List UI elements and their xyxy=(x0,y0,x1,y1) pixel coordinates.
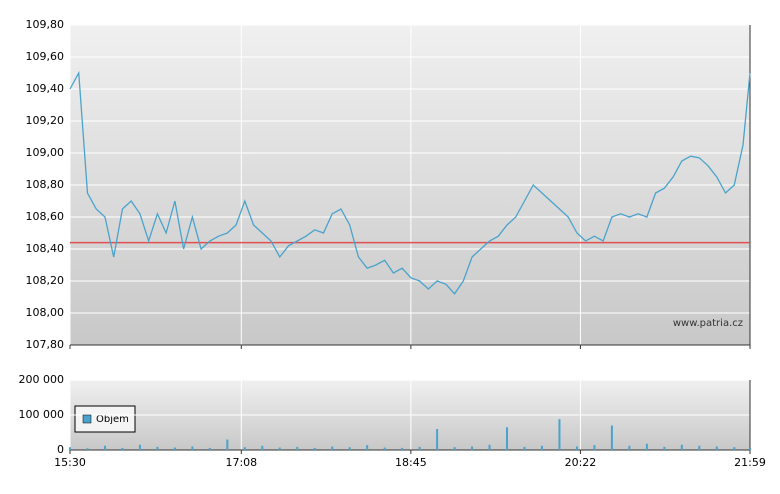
x-tick-label: 18:45 xyxy=(395,456,427,469)
y-tick-label: 108,40 xyxy=(26,242,65,255)
volume-bar xyxy=(436,429,439,450)
y-tick-label: 109,40 xyxy=(26,82,65,95)
volume-bar xyxy=(523,446,526,450)
volume-bar xyxy=(540,445,543,450)
volume-bar xyxy=(575,446,578,450)
volume-bar xyxy=(663,446,666,450)
legend-swatch xyxy=(82,414,92,424)
volume-bar xyxy=(278,447,281,450)
volume-bar xyxy=(69,447,71,450)
volume-bar xyxy=(401,447,404,450)
volume-bar xyxy=(103,445,106,450)
y-tick-label: 108,00 xyxy=(26,306,65,319)
volume-bar xyxy=(628,445,631,450)
volume-bar xyxy=(733,447,736,450)
x-tick-label: 21:59 xyxy=(734,456,766,469)
volume-bar xyxy=(680,444,683,450)
volume-bar xyxy=(593,445,596,450)
x-tick-label: 15:30 xyxy=(54,456,86,469)
volume-bar xyxy=(296,446,299,450)
y-tick-label: 109,00 xyxy=(26,146,65,159)
volume-bar xyxy=(698,445,701,450)
volume-bar xyxy=(558,419,561,450)
volume-bar xyxy=(173,447,176,450)
legend-label: Objem xyxy=(96,414,129,425)
volume-bar xyxy=(156,446,159,450)
volume-bar xyxy=(86,448,89,450)
volume-bar xyxy=(191,446,194,450)
volume-bar xyxy=(121,447,124,450)
volume-bar xyxy=(226,439,229,450)
x-tick-label: 17:08 xyxy=(225,456,257,469)
volume-bar xyxy=(348,447,351,450)
volume-bar xyxy=(418,446,421,450)
y-tick-label: 108,80 xyxy=(26,178,65,191)
volume-bar xyxy=(331,446,334,450)
volume-bar xyxy=(453,447,456,450)
volume-bar xyxy=(471,446,474,450)
volume-bar xyxy=(645,443,648,450)
volume-bar xyxy=(261,445,264,450)
volume-bar xyxy=(749,447,751,450)
y-tick-label: 108,20 xyxy=(26,274,65,287)
y-tick-label: 109,60 xyxy=(26,50,65,63)
volume-bar xyxy=(208,447,211,450)
volume-bar xyxy=(383,447,386,450)
volume-bar xyxy=(366,445,369,450)
y-tick-label: 107,80 xyxy=(26,338,65,351)
y-tick-label: 100 000 xyxy=(19,408,65,421)
volume-bar xyxy=(610,425,613,450)
x-tick-label: 20:22 xyxy=(565,456,597,469)
volume-bar xyxy=(313,447,316,450)
y-tick-label: 0 xyxy=(57,443,64,456)
watermark: www.patria.cz xyxy=(673,318,743,329)
volume-bar xyxy=(243,447,246,450)
y-tick-label: 109,20 xyxy=(26,114,65,127)
y-tick-label: 109,80 xyxy=(26,18,65,31)
volume-bar xyxy=(715,446,718,450)
volume-bar xyxy=(506,427,509,450)
price-line xyxy=(69,70,751,295)
volume-bar xyxy=(488,444,491,450)
y-tick-label: 108,60 xyxy=(26,210,65,223)
y-tick-label: 200 000 xyxy=(19,373,65,386)
volume-bar xyxy=(138,444,141,450)
